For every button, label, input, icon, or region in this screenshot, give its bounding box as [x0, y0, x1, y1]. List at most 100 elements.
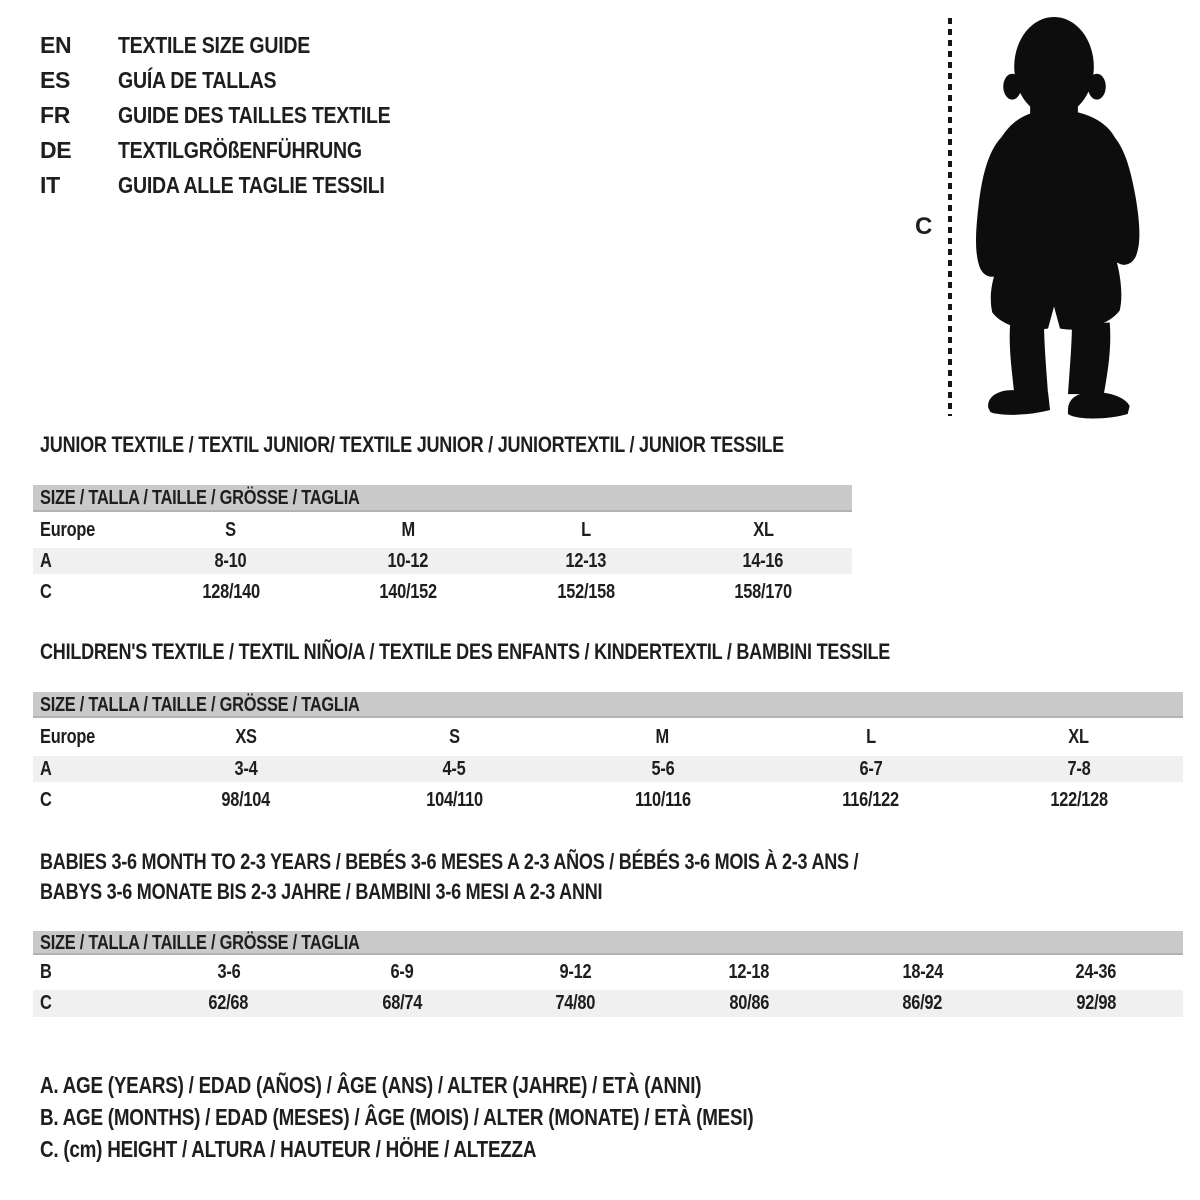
size-cell-text: XL — [1068, 725, 1090, 748]
guide-title-es: GUÍA DE TALLAS — [118, 67, 277, 93]
age-cell-text: 6-9 — [390, 961, 414, 983]
language-code-en: EN — [40, 32, 72, 58]
table-row: Europe S M L XL — [33, 512, 852, 548]
row-label-text: Europe — [40, 518, 96, 541]
babies-section-title-line2: BABYS 3-6 MONATE BIS 2-3 JAHRE / BAMBINI… — [40, 880, 726, 904]
table-row: Europe XS S M L XL — [33, 718, 1183, 756]
babies-size-header-bar: SIZE / TALLA / TAILLE / GRÖSSE / TAGLIA — [33, 931, 1183, 955]
table-row: A 8-10 10-12 12-13 14-16 — [33, 548, 852, 574]
size-cell: XL — [975, 726, 1183, 749]
language-row-fr: FR GUIDE DES TAILLES TEXTILE — [40, 98, 439, 133]
height-measure-label: C — [915, 213, 933, 240]
language-code-es: ES — [40, 67, 71, 93]
age-cell: 7-8 — [975, 758, 1183, 781]
height-cell: 122/128 — [975, 789, 1183, 812]
row-label-text: B — [40, 961, 52, 983]
height-cell-text: 152/158 — [556, 580, 615, 603]
children-section-title-text: CHILDREN'S TEXTILE / TEXTIL NIÑO/A / TEX… — [40, 639, 891, 664]
size-cell-text: S — [225, 518, 237, 541]
height-cell-text: 104/110 — [425, 789, 483, 811]
size-cell-text: S — [448, 725, 460, 748]
table-row: B 3-6 6-9 9-12 12-18 18-24 24-36 — [33, 955, 1183, 990]
height-cell: 152/158 — [497, 581, 675, 604]
row-label-text: C — [40, 992, 52, 1014]
height-cell: 62/68 — [142, 992, 316, 1015]
size-cell-text: XS — [235, 725, 257, 748]
row-label: C — [33, 789, 142, 812]
age-cell-text: 3-6 — [217, 961, 241, 983]
guide-title-fr: GUIDE DES TAILLES TEXTILE — [118, 102, 391, 128]
size-cell: M — [558, 726, 766, 749]
height-cell: 80/86 — [663, 992, 837, 1015]
height-cell-text: 122/128 — [1050, 789, 1108, 811]
age-cell: 6-9 — [316, 961, 490, 984]
language-code-de: DE — [40, 137, 72, 163]
row-label-text: A — [40, 757, 52, 780]
language-row-en: EN TEXTILE SIZE GUIDE — [40, 28, 439, 63]
legend-line-a-text: A. AGE (YEARS) / EDAD (AÑOS) / ÂGE (ANS)… — [40, 1072, 702, 1098]
height-cell-text: 86/92 — [902, 992, 943, 1014]
height-cell-text: 116/122 — [842, 789, 900, 811]
age-cell-text: 12-13 — [565, 549, 607, 572]
junior-size-table: SIZE / TALLA / TAILLE / GRÖSSE / TAGLIA … — [33, 485, 852, 610]
row-label: A — [33, 550, 142, 573]
children-section-title: CHILDREN'S TEXTILE / TEXTIL NIÑO/A / TEX… — [40, 640, 1077, 664]
row-label-text: C — [40, 580, 52, 603]
guide-title-en: TEXTILE SIZE GUIDE — [118, 32, 311, 58]
age-cell-text: 12-18 — [728, 961, 770, 983]
babies-size-table: SIZE / TALLA / TAILLE / GRÖSSE / TAGLIA … — [33, 931, 1183, 1017]
height-cell: 92/98 — [1010, 992, 1184, 1015]
height-cell-text: 92/98 — [1076, 992, 1117, 1014]
age-cell: 5-6 — [558, 758, 766, 781]
age-cell: 24-36 — [1010, 961, 1184, 984]
language-code-fr: FR — [40, 102, 71, 128]
junior-size-header-bar: SIZE / TALLA / TAILLE / GRÖSSE / TAGLIA — [33, 485, 852, 512]
height-cell-text: 62/68 — [208, 992, 249, 1014]
age-cell-text: 6-7 — [859, 757, 883, 780]
row-label-text: Europe — [40, 725, 96, 748]
babies-size-header-text: SIZE / TALLA / TAILLE / GRÖSSE / TAGLIA — [40, 931, 360, 954]
size-cell-text: L — [865, 725, 876, 748]
height-cell: 140/152 — [320, 581, 498, 604]
age-cell-text: 5-6 — [651, 757, 674, 780]
age-cell: 6-7 — [767, 758, 975, 781]
height-cell: 68/74 — [316, 992, 490, 1015]
children-size-header-text: SIZE / TALLA / TAILLE / GRÖSSE / TAGLIA — [40, 693, 360, 716]
age-cell: 4-5 — [350, 758, 558, 781]
row-label: Europe — [33, 726, 142, 749]
height-cell: 104/110 — [350, 789, 558, 812]
legend-line-b: B. AGE (MONTHS) / EDAD (MESES) / ÂGE (MO… — [40, 1104, 910, 1130]
junior-section-title-text: JUNIOR TEXTILE / TEXTIL JUNIOR/ TEXTILE … — [40, 432, 784, 457]
legend-line-c: C. (cm) HEIGHT / ALTURA / HAUTEUR / HÖHE… — [40, 1136, 645, 1162]
age-cell: 3-4 — [142, 758, 350, 781]
size-cell: L — [767, 726, 975, 749]
table-row: C 128/140 140/152 152/158 158/170 — [33, 574, 852, 610]
language-row-de: DE TEXTILGRÖßENFÜHRUNG — [40, 133, 439, 168]
age-cell-text: 9-12 — [559, 961, 592, 983]
row-label: C — [33, 581, 142, 604]
height-cell-text: 158/170 — [734, 580, 793, 603]
size-cell: S — [142, 519, 320, 542]
height-cell: 158/170 — [675, 581, 853, 604]
language-row-it: IT GUIDA ALLE TAGLIE TESSILI — [40, 168, 439, 203]
height-cell-text: 110/116 — [634, 789, 691, 811]
age-cell: 12-18 — [663, 961, 837, 984]
age-cell: 3-6 — [142, 961, 316, 984]
height-cell-text: 74/80 — [555, 992, 596, 1014]
height-cell: 86/92 — [836, 992, 1010, 1015]
size-cell-text: M — [655, 725, 670, 748]
size-cell: XS — [142, 726, 350, 749]
age-cell-text: 7-8 — [1067, 757, 1091, 780]
babies-section-title-line1: BABIES 3-6 MONTH TO 2-3 YEARS / BEBÉS 3-… — [40, 850, 1038, 874]
junior-section-title: JUNIOR TEXTILE / TEXTIL JUNIOR/ TEXTILE … — [40, 433, 947, 457]
height-cell-text: 140/152 — [379, 580, 438, 603]
size-cell: XL — [675, 519, 853, 542]
guide-title-it: GUIDA ALLE TAGLIE TESSILI — [118, 172, 385, 198]
height-dashed-line — [948, 18, 952, 416]
toddler-silhouette-image — [976, 16, 1140, 419]
language-code-it: IT — [40, 172, 60, 198]
junior-size-header-text: SIZE / TALLA / TAILLE / GRÖSSE / TAGLIA — [40, 487, 360, 509]
table-row: A 3-4 4-5 5-6 6-7 7-8 — [33, 756, 1183, 782]
legend-line-c-text: C. (cm) HEIGHT / ALTURA / HAUTEUR / HÖHE… — [40, 1136, 537, 1162]
height-cell: 110/116 — [558, 789, 766, 812]
